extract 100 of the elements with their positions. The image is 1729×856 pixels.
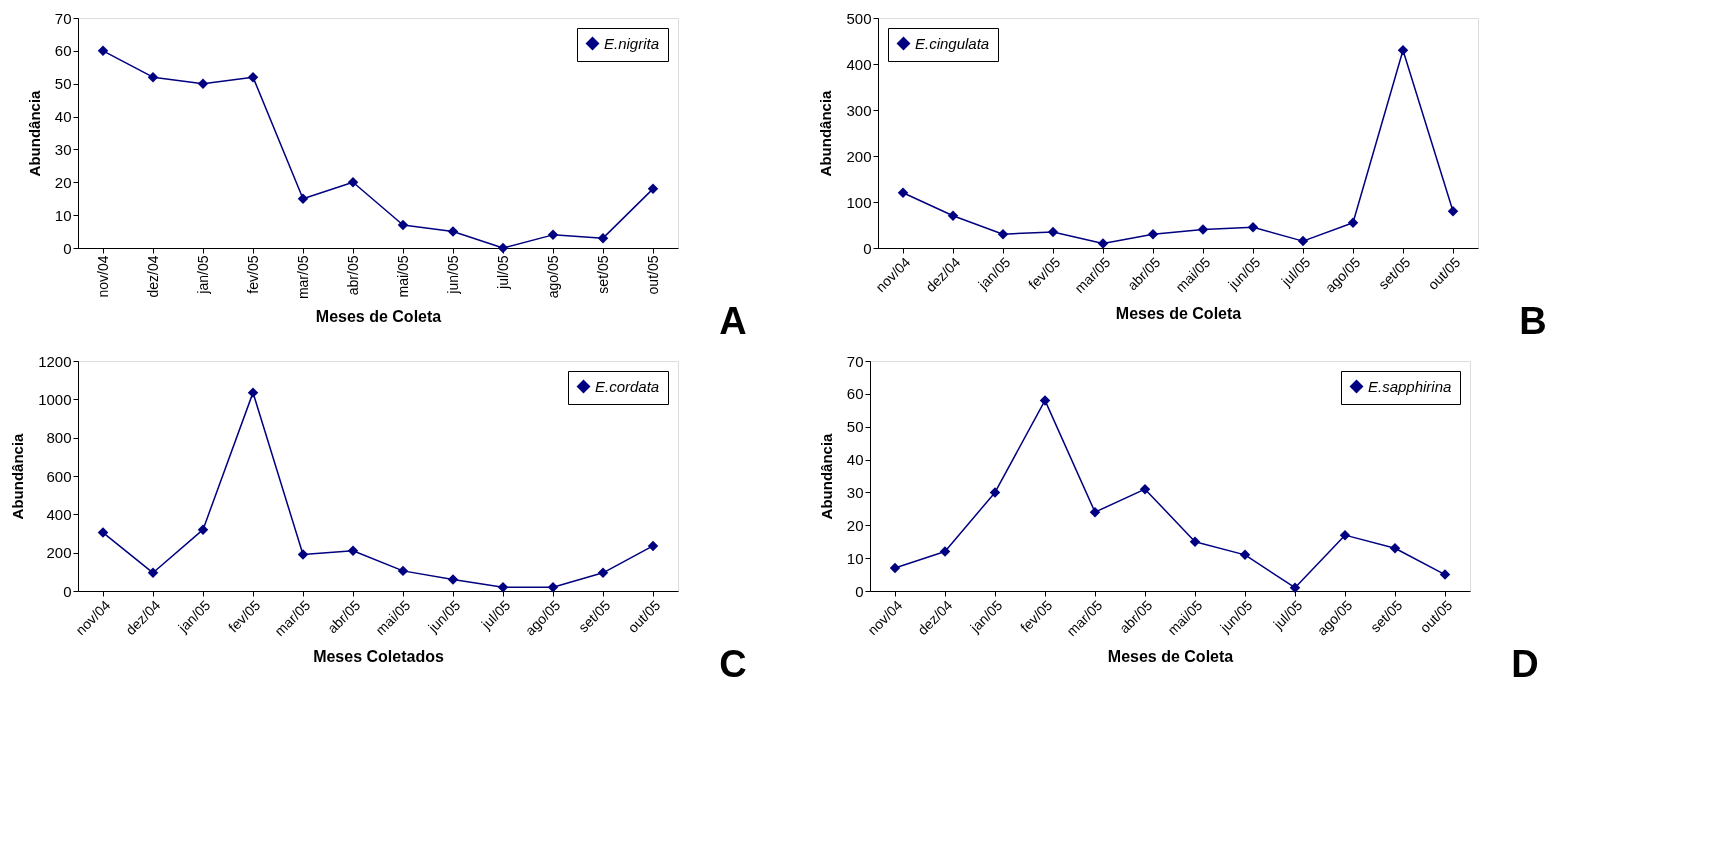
y-tick-label: 100 [846, 193, 872, 211]
text: C [719, 643, 747, 685]
y-axis-title: Abundância [9, 432, 27, 520]
y-axis-title: Abundância [25, 89, 43, 177]
y-axis-title: Abundância [817, 432, 835, 520]
point [97, 527, 109, 538]
y-tick-label: 400 [846, 55, 872, 73]
point [1289, 582, 1301, 593]
y-tick-label: 30 [846, 483, 864, 501]
point [947, 210, 959, 222]
legend-label: E.nigrita [604, 34, 660, 52]
y-tick-label: 500 [846, 9, 872, 27]
x-tick-label: jan/05 [194, 255, 211, 295]
x-tick-label: jun/05 [444, 255, 461, 295]
y-tick-label: 20 [846, 516, 864, 534]
y-tick-label: 40 [54, 108, 72, 126]
y-tick-label: 400 [46, 505, 72, 523]
point [447, 226, 459, 237]
y-tick-label: 0 [855, 582, 864, 600]
point [889, 562, 901, 574]
y-tick-label: 300 [846, 101, 872, 119]
y-tick-label: 1000 [38, 390, 72, 408]
y-tick-label: 0 [63, 582, 72, 600]
y-tick-label: 10 [846, 549, 864, 567]
x-axis-title: Meses de Coleta [1107, 648, 1234, 666]
point [897, 187, 909, 199]
point [297, 193, 309, 204]
x-axis-title: Meses Coletados [313, 648, 444, 666]
y-tick-label: 40 [846, 451, 864, 469]
point [1339, 529, 1351, 541]
point [597, 567, 609, 579]
y-tick-label: 800 [46, 429, 72, 447]
point [1247, 222, 1259, 233]
point [497, 242, 509, 254]
point [1097, 238, 1109, 249]
x-tick-label: ago/05 [544, 255, 561, 299]
point [297, 549, 309, 560]
x-tick-label: out/05 [644, 255, 661, 295]
point [1189, 536, 1201, 547]
x-axis-title: Meses de Coleta [1115, 305, 1242, 323]
point [1439, 569, 1451, 580]
point [347, 545, 359, 556]
legend-label: E.cingulata [915, 34, 990, 52]
x-tick-label: dez/04 [144, 255, 161, 298]
y-tick-label: 50 [846, 418, 864, 436]
x-tick-label: mar/05 [294, 255, 311, 300]
y-tick-label: 50 [54, 75, 72, 93]
point [597, 232, 609, 244]
point [397, 219, 409, 231]
y-axis-title: Abundância [817, 89, 835, 177]
y-tick-label: 0 [863, 239, 872, 257]
point [1147, 228, 1159, 240]
point [497, 581, 509, 593]
y-tick-label: 70 [846, 352, 864, 370]
y-tick-label: 20 [54, 173, 72, 191]
x-tick-label: nov/04 [94, 255, 111, 298]
text: D [1511, 643, 1539, 685]
point [647, 540, 659, 552]
x-tick-label: abr/05 [344, 255, 361, 296]
point [1447, 205, 1459, 217]
point [1239, 549, 1251, 561]
y-tick-label: 30 [54, 140, 72, 158]
point [547, 581, 559, 593]
point [1039, 395, 1051, 406]
point [197, 524, 209, 535]
y-tick-label: 200 [846, 147, 872, 165]
x-tick-label: jul/05 [494, 255, 511, 290]
point [1389, 543, 1401, 554]
point [989, 487, 1001, 498]
y-tick-label: 0 [63, 239, 72, 257]
point [247, 387, 259, 398]
point [647, 183, 659, 195]
y-tick-label: 10 [54, 206, 72, 224]
point [1347, 217, 1359, 228]
point [1297, 235, 1309, 247]
y-tick-label: 600 [46, 467, 72, 485]
x-tick-label: mai/05 [394, 255, 411, 298]
point [1397, 44, 1409, 56]
y-tick-label: 60 [54, 42, 72, 60]
y-tick-label: 200 [46, 544, 72, 562]
point [197, 78, 209, 89]
point [547, 229, 559, 241]
point [1197, 224, 1209, 235]
legend-label: E.cordata [595, 377, 660, 395]
x-tick-label: set/05 [594, 255, 611, 294]
x-tick-label: fev/05 [244, 255, 261, 294]
legend-label: E.sapphirina [1368, 377, 1452, 395]
point [1047, 226, 1059, 238]
point [939, 546, 951, 557]
point [247, 71, 259, 83]
text: A [719, 300, 747, 342]
point [397, 565, 409, 577]
point [147, 567, 159, 579]
point [997, 228, 1009, 240]
point [97, 45, 109, 57]
point [1139, 483, 1151, 495]
point [147, 71, 159, 83]
point [347, 177, 359, 188]
y-tick-label: 70 [54, 9, 72, 27]
y-tick-label: 1200 [38, 352, 72, 370]
